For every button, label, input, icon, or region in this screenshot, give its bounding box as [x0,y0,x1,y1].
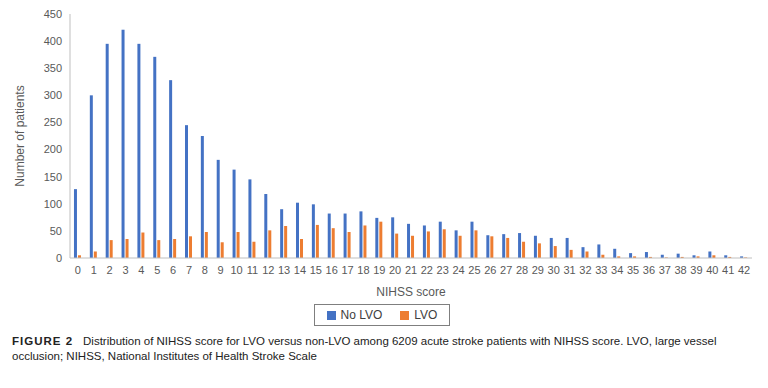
svg-text:37: 37 [659,264,671,276]
svg-text:20: 20 [389,264,401,276]
svg-text:17: 17 [341,264,353,276]
svg-text:25: 25 [468,264,480,276]
svg-text:34: 34 [611,264,623,276]
svg-text:23: 23 [437,264,449,276]
svg-text:26: 26 [484,264,496,276]
svg-text:0: 0 [75,264,81,276]
html-text:Distribution of NIHSS score fo: Distribution of NIHSS score for LVO vers… [12,335,717,362]
svg-text:350: 350 [44,62,62,74]
svg-text:13: 13 [278,264,290,276]
svg-text:30: 30 [548,264,560,276]
svg-text:42: 42 [738,264,750,276]
svg-text:35: 35 [627,264,639,276]
svg-text:31: 31 [563,264,575,276]
svg-text:400: 400 [44,35,62,47]
svg-text:200: 200 [44,143,62,155]
svg-text:36: 36 [643,264,655,276]
svg-text:0: 0 [56,252,62,264]
svg-text:40: 40 [706,264,718,276]
svg-text:4: 4 [138,264,144,276]
svg-text:18: 18 [357,264,369,276]
svg-text:33: 33 [595,264,607,276]
svg-text:10: 10 [230,264,242,276]
svg-text:9: 9 [218,264,224,276]
svg-text:3: 3 [122,264,128,276]
html-text:FIGURE 2: FIGURE 2 [12,335,73,347]
svg-text:2: 2 [107,264,113,276]
svg-text:7: 7 [186,264,192,276]
svg-text:NIHSS score: NIHSS score [376,285,446,299]
html-text:LVO: LVO [414,308,438,322]
svg-text:150: 150 [44,171,62,183]
svg-text:22: 22 [421,264,433,276]
svg-text:8: 8 [202,264,208,276]
html-text:No LVO: No LVO [340,308,383,322]
svg-text:21: 21 [405,264,417,276]
svg-text:5: 5 [154,264,160,276]
svg-text:Number of patients: Number of patients [13,85,27,186]
svg-text:32: 32 [579,264,591,276]
svg-text:28: 28 [516,264,528,276]
svg-text:16: 16 [326,264,338,276]
svg-text:38: 38 [675,264,687,276]
svg-text:1: 1 [91,264,97,276]
svg-text:39: 39 [690,264,702,276]
svg-text:11: 11 [247,264,258,276]
svg-text:41: 41 [722,264,734,276]
svg-text:6: 6 [170,264,176,276]
svg-text:50: 50 [50,225,62,237]
svg-text:29: 29 [532,264,544,276]
svg-text:450: 450 [44,8,62,20]
svg-text:15: 15 [310,264,322,276]
svg-text:24: 24 [452,264,464,276]
svg-text:300: 300 [44,89,62,101]
svg-text:100: 100 [44,198,62,210]
svg-text:14: 14 [294,264,306,276]
svg-text:19: 19 [373,264,385,276]
svg-text:12: 12 [262,264,274,276]
svg-text:250: 250 [44,116,62,128]
svg-text:27: 27 [500,264,512,276]
